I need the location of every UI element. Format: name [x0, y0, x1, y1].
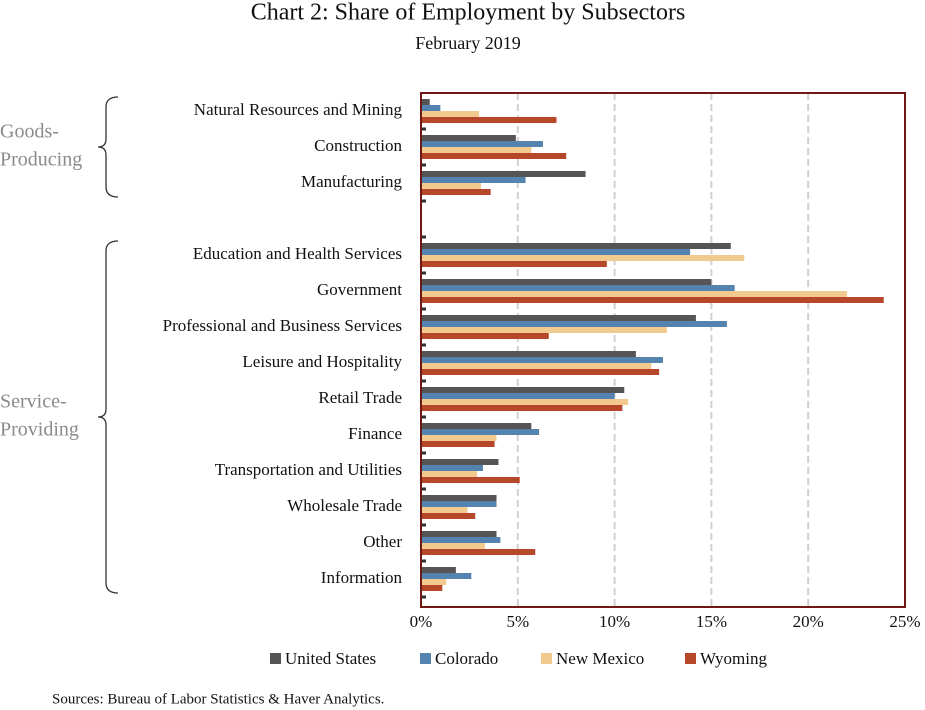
bar: [421, 111, 480, 117]
category-label: Leisure and Hospitality: [242, 352, 402, 371]
category-label: Natural Resources and Mining: [194, 100, 403, 119]
category-label: Construction: [314, 136, 402, 155]
bar: [421, 531, 497, 537]
bar: [421, 423, 532, 429]
category-label: Manufacturing: [301, 172, 403, 191]
bar: [421, 315, 696, 321]
legend-swatch: [270, 653, 281, 664]
group-brace: [97, 240, 119, 594]
bar: [421, 243, 731, 249]
source-note: Sources: Bureau of Labor Statistics & Ha…: [52, 691, 384, 707]
legend-label: Colorado: [435, 649, 498, 668]
legend-swatch: [420, 653, 431, 664]
bar: [421, 501, 497, 507]
x-tick-label: 10%: [599, 612, 630, 631]
category-label: Transportation and Utilities: [215, 460, 402, 479]
bar: [421, 369, 660, 375]
bar: [421, 153, 567, 159]
group-label: Goods-: [0, 121, 59, 143]
bar: [421, 357, 663, 363]
bar: [421, 171, 586, 177]
group-label: Producing: [0, 149, 82, 171]
bar: [421, 399, 629, 405]
bar: [421, 249, 691, 255]
bar: [421, 363, 652, 369]
legend-swatch: [685, 653, 696, 664]
category-label: Information: [321, 568, 403, 587]
legend-label: New Mexico: [556, 649, 644, 668]
bar: [421, 177, 526, 183]
legend-swatch: [541, 653, 552, 664]
category-label: Retail Trade: [318, 388, 402, 407]
group-label: Providing: [0, 419, 79, 441]
bar: [421, 183, 482, 189]
bar: [421, 99, 430, 105]
bar: [421, 567, 456, 573]
legend-label: United States: [285, 649, 376, 668]
category-label: Finance: [348, 424, 402, 443]
bar: [421, 261, 607, 267]
x-tick-label: 15%: [696, 612, 727, 631]
bar: [421, 585, 443, 591]
bar: [421, 255, 745, 261]
category-label: Professional and Business Services: [163, 316, 402, 335]
bar: [421, 141, 543, 147]
bar: [421, 429, 540, 435]
bar: [421, 507, 468, 513]
bar: [421, 285, 735, 291]
bar: [421, 459, 499, 465]
bar: [421, 405, 623, 411]
bar: [421, 441, 495, 447]
group-label: Service-: [0, 391, 67, 413]
bar: [421, 579, 447, 585]
plot-frame: [420, 92, 906, 608]
bar: [421, 495, 497, 501]
bar: [421, 387, 625, 393]
bar: [421, 279, 712, 285]
category-label: Other: [363, 532, 402, 551]
bar: [421, 537, 501, 543]
bar: [421, 573, 472, 579]
x-tick-label: 5%: [506, 612, 529, 631]
bar: [421, 105, 441, 111]
bar: [421, 117, 557, 123]
bar: [421, 291, 847, 297]
x-tick-label: 25%: [889, 612, 920, 631]
chart-subtitle: February 2019: [415, 33, 520, 53]
chart-title: Chart 2: Share of Employment by Subsecto…: [251, 0, 686, 26]
bar: [421, 189, 491, 195]
bar: [421, 435, 497, 441]
bar: [421, 135, 516, 141]
bar: [421, 321, 727, 327]
bar: [421, 297, 884, 303]
legend-label: Wyoming: [700, 649, 767, 668]
bar: [421, 351, 636, 357]
bar: [421, 549, 536, 555]
bar: [421, 333, 549, 339]
category-label: Wholesale Trade: [287, 496, 402, 515]
bar: [421, 327, 667, 333]
category-label: Government: [317, 280, 402, 299]
group-brace: [97, 96, 119, 198]
bar: [421, 393, 615, 399]
x-tick-label: 20%: [793, 612, 824, 631]
bar: [421, 477, 520, 483]
bar: [421, 543, 485, 549]
category-label: Education and Health Services: [193, 244, 402, 263]
bar: [421, 513, 476, 519]
bar: [421, 465, 483, 471]
x-tick-label: 0%: [410, 612, 433, 631]
bar: [421, 471, 478, 477]
bar: [421, 147, 532, 153]
